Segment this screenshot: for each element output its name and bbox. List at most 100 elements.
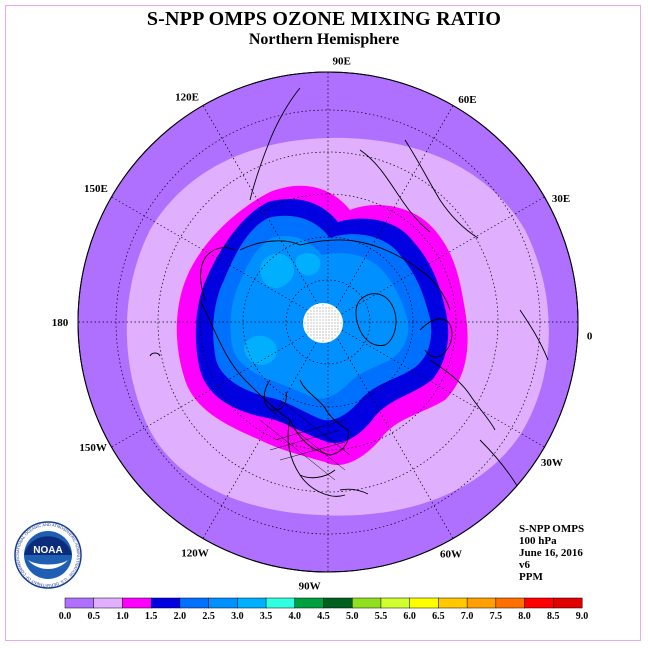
pole-dot (325, 322, 327, 324)
colorbar-swatch (495, 597, 525, 609)
colorbar-tick-label: 2.0 (174, 611, 187, 622)
pole-dot (322, 331, 324, 333)
colorbar-tick-label: 7.0 (461, 611, 474, 622)
pole-dot (328, 337, 330, 339)
colorbar-swatch (294, 597, 324, 609)
longitude-label: 180 (52, 317, 69, 329)
colorbar-swatch (122, 597, 152, 609)
colorbar-swatch (409, 597, 439, 609)
pole-dot (313, 322, 315, 324)
pole-dot (325, 313, 327, 315)
pole-dot (304, 322, 306, 324)
pole-dot (337, 322, 339, 324)
pole-dot (310, 316, 312, 318)
pole-dot (313, 337, 315, 339)
pole-dot (325, 316, 327, 318)
contour-3.0 (244, 335, 277, 365)
pole-dot (328, 322, 330, 324)
pole-dot (319, 337, 321, 339)
pole-dot (331, 337, 333, 339)
pole-dot (322, 310, 324, 312)
info-level: 100 hPa (519, 535, 557, 547)
colorbar-labels: 0.0 0.5 1.0 1.5 2.0 2.5 3.0 3.5 4.0 4.5 5.0 5.5 6.0 6… (59, 611, 589, 622)
pole-dot (316, 337, 318, 339)
pole-dot (328, 307, 330, 309)
pole-dot (316, 325, 318, 327)
colorbar-swatch (351, 597, 382, 609)
colorbar-tick-label: 4.5 (317, 611, 330, 622)
pole-dot (322, 325, 324, 327)
pole-dot (322, 334, 324, 336)
pole-dot (331, 307, 333, 309)
colorbar-tick-label: 6.5 (432, 611, 445, 622)
pole-dot (319, 328, 321, 330)
colorbar-swatch (237, 597, 267, 609)
colorbar (64, 597, 583, 609)
logo-ring-text: NATIONAL OCEANIC AND ATMOSPHERIC ADMINIS… (0, 0, 81, 588)
longitude-label: 150E (84, 183, 108, 195)
pole-dot (334, 316, 336, 318)
info-instrument: S-NPP OMPS (519, 523, 585, 535)
pole-dot (310, 328, 312, 330)
colorbar-swatch (64, 597, 95, 609)
pole-dot (322, 316, 324, 318)
pole-dot (331, 325, 333, 327)
pole-dot (328, 313, 330, 315)
pole-dot (331, 310, 333, 312)
colorbar-swatch (380, 597, 411, 609)
longitude-label: 60W (440, 548, 462, 560)
longitude-label: 120W (181, 547, 209, 559)
pole-dot (328, 319, 330, 321)
colorbar-tick-label: 1.0 (116, 611, 129, 622)
pole-dot (319, 319, 321, 321)
colorbar-tick-label: 3.5 (260, 611, 273, 622)
pole-dot (310, 322, 312, 324)
pole-dot (310, 313, 312, 315)
meridian-line (327, 196, 545, 323)
pole-dot (313, 319, 315, 321)
colorbar-tick-label: 0.5 (87, 611, 100, 622)
longitude-label: 30E (552, 193, 570, 205)
pole-dot (334, 313, 336, 315)
pole-dot (331, 319, 333, 321)
pole-dot (307, 322, 309, 324)
pole-dot (310, 331, 312, 333)
pole-dot (334, 331, 336, 333)
pole-dot (322, 337, 324, 339)
pole-dot (316, 316, 318, 318)
colorbar-swatch (553, 597, 583, 609)
pole-dot (328, 331, 330, 333)
pole-dot (313, 328, 315, 330)
pole-dot (331, 322, 333, 324)
pole-dot (337, 331, 339, 333)
pole-dot (334, 325, 336, 327)
pole-dot (319, 334, 321, 336)
pole-dot (313, 307, 315, 309)
colorbar-tick-label: 7.5 (490, 611, 503, 622)
pole-dot (316, 334, 318, 336)
pole-dot (319, 331, 321, 333)
pole-dot (310, 310, 312, 312)
colorbar-tick-label: 8.5 (547, 611, 560, 622)
pole-dot (331, 316, 333, 318)
pole-dot (316, 319, 318, 321)
pole-dot (313, 331, 315, 333)
pole-dot (325, 331, 327, 333)
colorbar-tick-label: 2.5 (202, 611, 215, 622)
pole-dot (325, 328, 327, 330)
noaa-logo: NOAA NATIONAL OCEANIC AND ATMOSPHERIC AD… (0, 0, 82, 589)
pole-dot (325, 334, 327, 336)
colorbar-swatch (93, 597, 123, 609)
pole-dot (307, 319, 309, 321)
colorbar-tick-label: 5.0 (346, 611, 359, 622)
meridian-line (327, 321, 454, 539)
pole-dot (319, 313, 321, 315)
meridian-line (111, 196, 329, 323)
colorbar-tick-label: 8.0 (518, 611, 531, 622)
pole-dot (331, 328, 333, 330)
colorbar-tick-label: 0.0 (59, 611, 72, 622)
meridian-line (202, 105, 329, 323)
pole-dot (328, 325, 330, 327)
longitude-label: 90E (333, 55, 351, 67)
